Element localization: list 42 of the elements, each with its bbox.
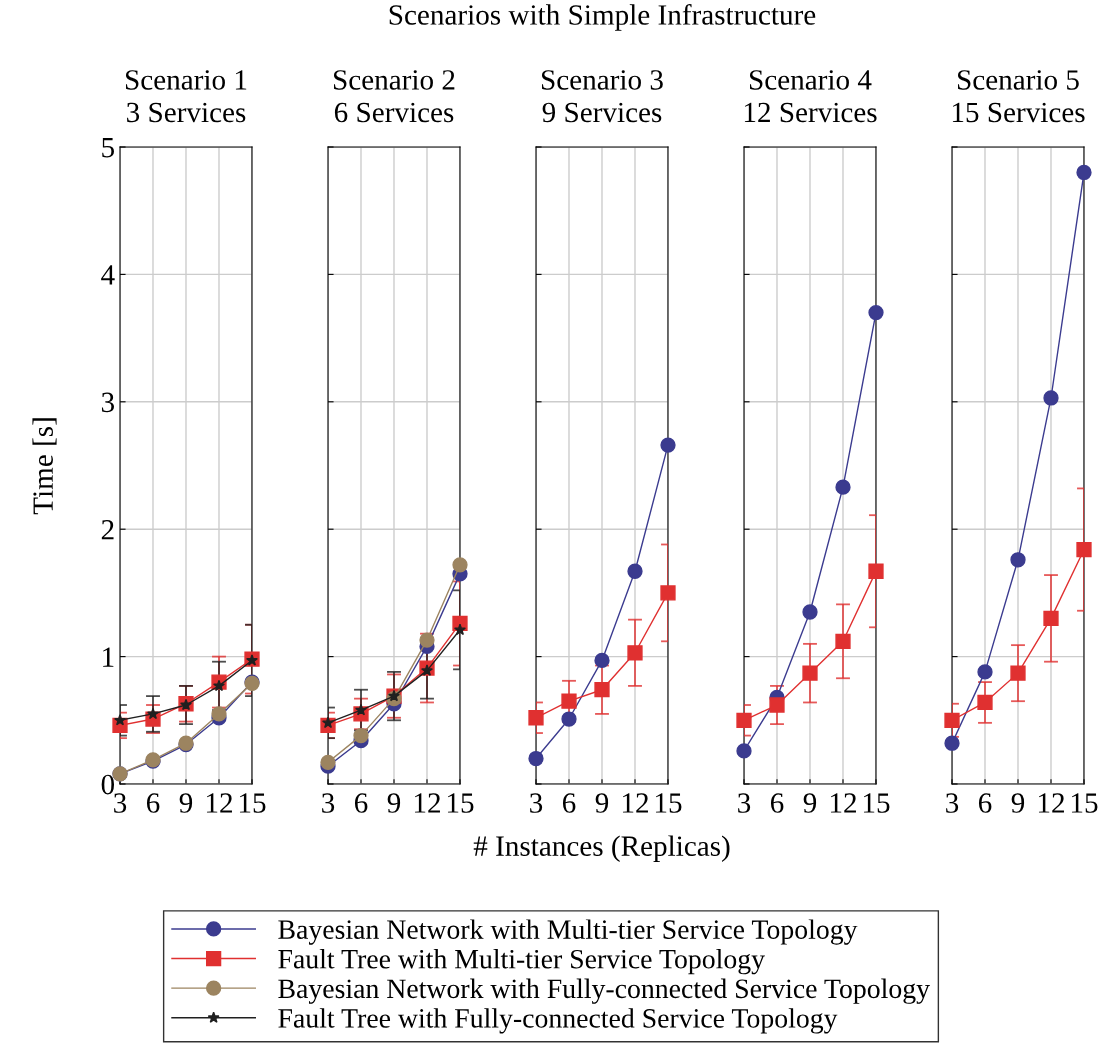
x-tick-label: 9 — [387, 793, 401, 813]
x-tick-label: 6 — [978, 793, 992, 813]
x-tick-label: 6 — [146, 793, 160, 813]
chart-subtitle: Scenario 3 9 Services — [541, 70, 663, 123]
legend-label: Fault Tree with Multi-tier Service Topology — [278, 949, 765, 975]
x-tick-label: 15 — [239, 793, 266, 813]
chart-title: Scenario 4 12 Services — [744, 70, 877, 123]
x-tick-label: 12 — [206, 793, 232, 813]
legend-label: Bayesian Network with Fully-connected Service Topology — [278, 978, 930, 1004]
x-tick-label: 6 — [354, 793, 368, 813]
x-tick-label: 9 — [595, 793, 609, 813]
y-tick-label: 1 — [103, 647, 114, 667]
x-tick-label: 12 — [414, 793, 440, 813]
y-tick-label: 3 — [101, 392, 114, 413]
x-tick-label: 6 — [770, 793, 784, 813]
x-tick-label: 12 — [1038, 793, 1064, 813]
x-tick-label: 15 — [655, 793, 682, 813]
x-tick-label: 3 — [946, 793, 959, 813]
x-tick-label: 3 — [322, 793, 335, 813]
chart-title: Scenario 1 3 Services — [125, 70, 247, 123]
x-axis-title: # Instances (Replicas) — [473, 835, 730, 862]
x-tick-label: 3 — [530, 793, 543, 813]
x-tick-label: 12 — [622, 793, 648, 813]
x-tick-label: 3 — [738, 793, 751, 813]
x-tick-label: 15 — [447, 793, 474, 813]
legend-label: Fault Tree with Fully-connected Service Topology — [278, 1008, 838, 1034]
x-tick-label: 12 — [830, 793, 856, 813]
chart-title: Scenario 2 6 Services — [333, 70, 455, 123]
x-tick-label: 15 — [863, 793, 890, 813]
y-tick-label: 4 — [101, 265, 115, 285]
legend-label: Bayesian Network with Multi-tier Service Topology — [278, 919, 858, 945]
y-axis-title: Time [s] — [32, 418, 57, 515]
x-tick-label: 15 — [1071, 793, 1098, 813]
x-tick-label: 9 — [179, 793, 193, 813]
x-tick-label: 9 — [1011, 793, 1025, 813]
y-tick-label: 0 — [101, 774, 115, 795]
chart-title: Scenario 5 15 Services — [952, 70, 1085, 123]
x-tick-label: 6 — [562, 793, 576, 813]
y-tick-label: 5 — [102, 138, 114, 158]
y-tick-label: 2 — [101, 520, 114, 540]
x-tick-label: 9 — [803, 793, 817, 813]
chart-title: Scenarios with Simple Infrastructure — [389, 4, 816, 31]
